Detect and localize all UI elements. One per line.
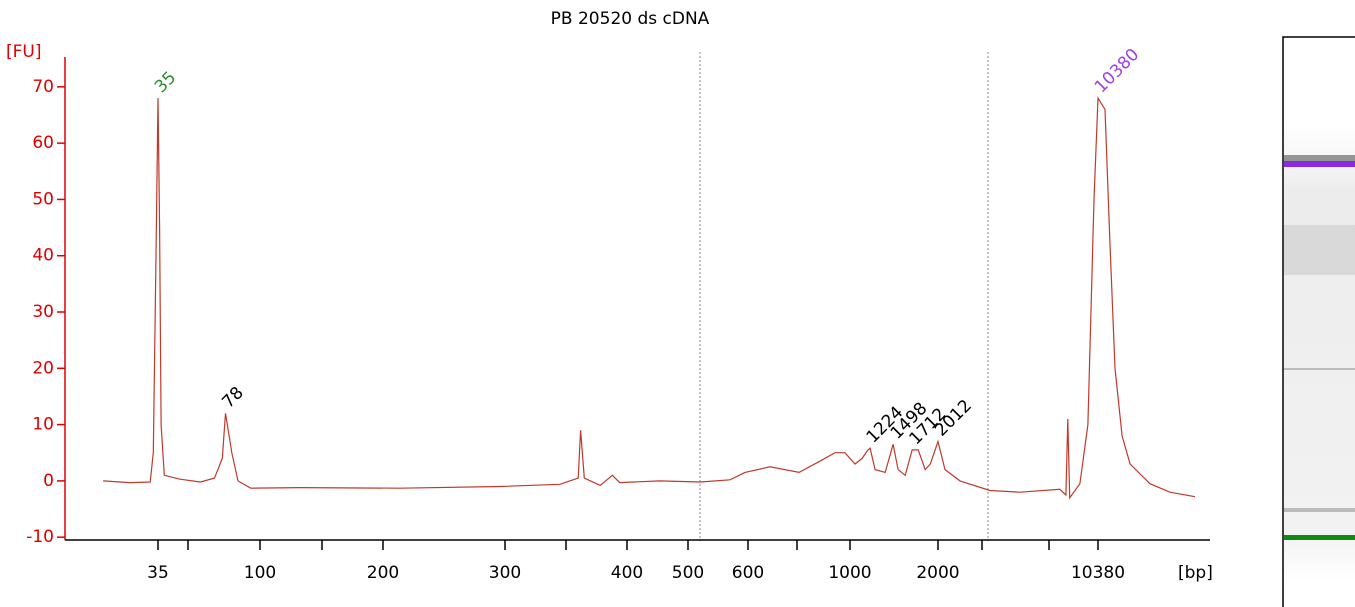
lane-band	[1284, 508, 1355, 512]
lane-band	[1284, 368, 1355, 370]
x-tick-label: 400	[611, 563, 643, 583]
trace	[103, 98, 1195, 498]
y-tick-label: 0	[43, 471, 54, 491]
y-tick-label: 40	[32, 246, 54, 266]
electropherogram: PB 20520 ds cDNA [FU] [bp] -10 0 10 20 30 40 5…	[0, 0, 1355, 607]
x-tick-label: 500	[672, 563, 704, 583]
peak-label: 10380	[1091, 45, 1143, 97]
chart-title: PB 20520 ds cDNA	[551, 9, 710, 29]
y-tick-label: 20	[32, 358, 54, 378]
peak-label: 78	[218, 383, 247, 412]
lane-band	[1284, 225, 1355, 275]
x-axis-label: [bp]	[1178, 563, 1213, 583]
x-tick-label: 35	[147, 563, 169, 583]
y-tick-label: 60	[32, 133, 54, 153]
y-tick-label: -10	[26, 527, 54, 547]
x-tick-label: 2000	[916, 563, 959, 583]
x-tick-label: 600	[732, 563, 764, 583]
y-tick-label: 30	[32, 302, 54, 322]
x-tick-label: 1000	[828, 563, 871, 583]
x-tick-label: 100	[244, 563, 276, 583]
y-tick-label: 10	[32, 415, 54, 435]
lane-band	[1284, 155, 1355, 161]
lane-band	[1284, 161, 1355, 167]
y-tick-label: 50	[32, 189, 54, 209]
x-tick-label: 300	[489, 563, 521, 583]
gel-lane	[1283, 37, 1355, 607]
x-tick-label: 10380	[1071, 563, 1125, 583]
lane-band	[1284, 535, 1355, 540]
y-axis-label: [FU]	[6, 42, 42, 62]
peak-label: 35	[151, 68, 180, 97]
y-tick-label: 70	[32, 77, 54, 97]
x-tick-label: 200	[367, 563, 399, 583]
